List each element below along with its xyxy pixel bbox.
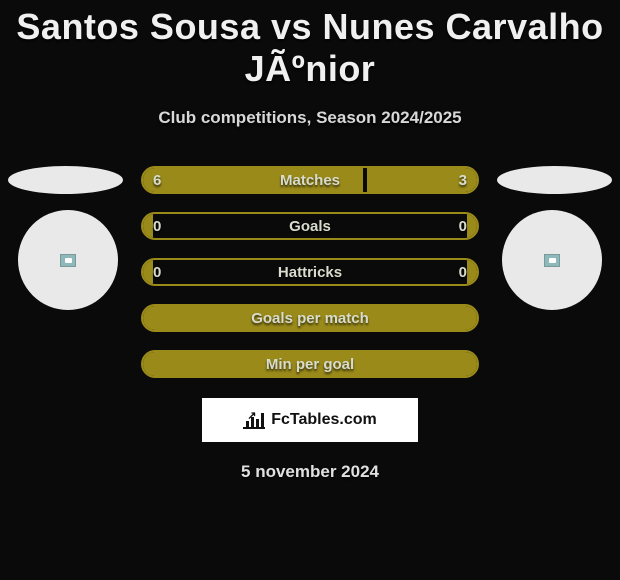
date-text: 5 november 2024 (10, 462, 610, 482)
bar-fill-left (143, 214, 153, 238)
placeholder-image-icon (60, 254, 76, 267)
stat-row-hattricks: 0 Hattricks 0 (141, 258, 479, 286)
comparison-bars: 6 Matches 3 0 Goals 0 0 Hattricks 0 Goals per mat… (141, 166, 479, 378)
stat-row-min-per-goal: Min per goal (141, 350, 479, 378)
stat-row-matches: 6 Matches 3 (141, 166, 479, 194)
stat-label: Min per goal (266, 356, 354, 373)
player-left-graphic (8, 166, 123, 310)
stat-value-right: 0 (459, 218, 467, 235)
chart-icon: ↗ (243, 411, 265, 429)
brand-logo[interactable]: ↗ FcTables.com (202, 398, 418, 442)
placeholder-image-icon (544, 254, 560, 267)
stat-row-goals-per-match: Goals per match (141, 304, 479, 332)
stat-value-left: 0 (153, 218, 161, 235)
stat-value-left: 0 (153, 264, 161, 281)
bar-fill-left (143, 260, 153, 284)
name-plate-left (8, 166, 123, 194)
stat-value-right: 3 (459, 172, 467, 189)
stat-value-left: 6 (153, 172, 161, 189)
bar-fill-right (467, 214, 477, 238)
name-plate-right (497, 166, 612, 194)
bar-fill-right (467, 260, 477, 284)
player-right-graphic (497, 166, 612, 310)
avatar-left (18, 210, 118, 310)
stat-label: Hattricks (278, 264, 342, 281)
stat-label: Matches (280, 172, 340, 189)
stat-value-right: 0 (459, 264, 467, 281)
stat-label: Goals (289, 218, 331, 235)
page-title: Santos Sousa vs Nunes Carvalho JÃºnior (10, 0, 610, 90)
subtitle: Club competitions, Season 2024/2025 (10, 108, 610, 128)
stat-row-goals: 0 Goals 0 (141, 212, 479, 240)
brand-name: FcTables.com (271, 411, 377, 429)
stats-area: 6 Matches 3 0 Goals 0 0 Hattricks 0 Goals per mat… (10, 166, 610, 378)
avatar-right (502, 210, 602, 310)
stat-label: Goals per match (251, 310, 369, 327)
